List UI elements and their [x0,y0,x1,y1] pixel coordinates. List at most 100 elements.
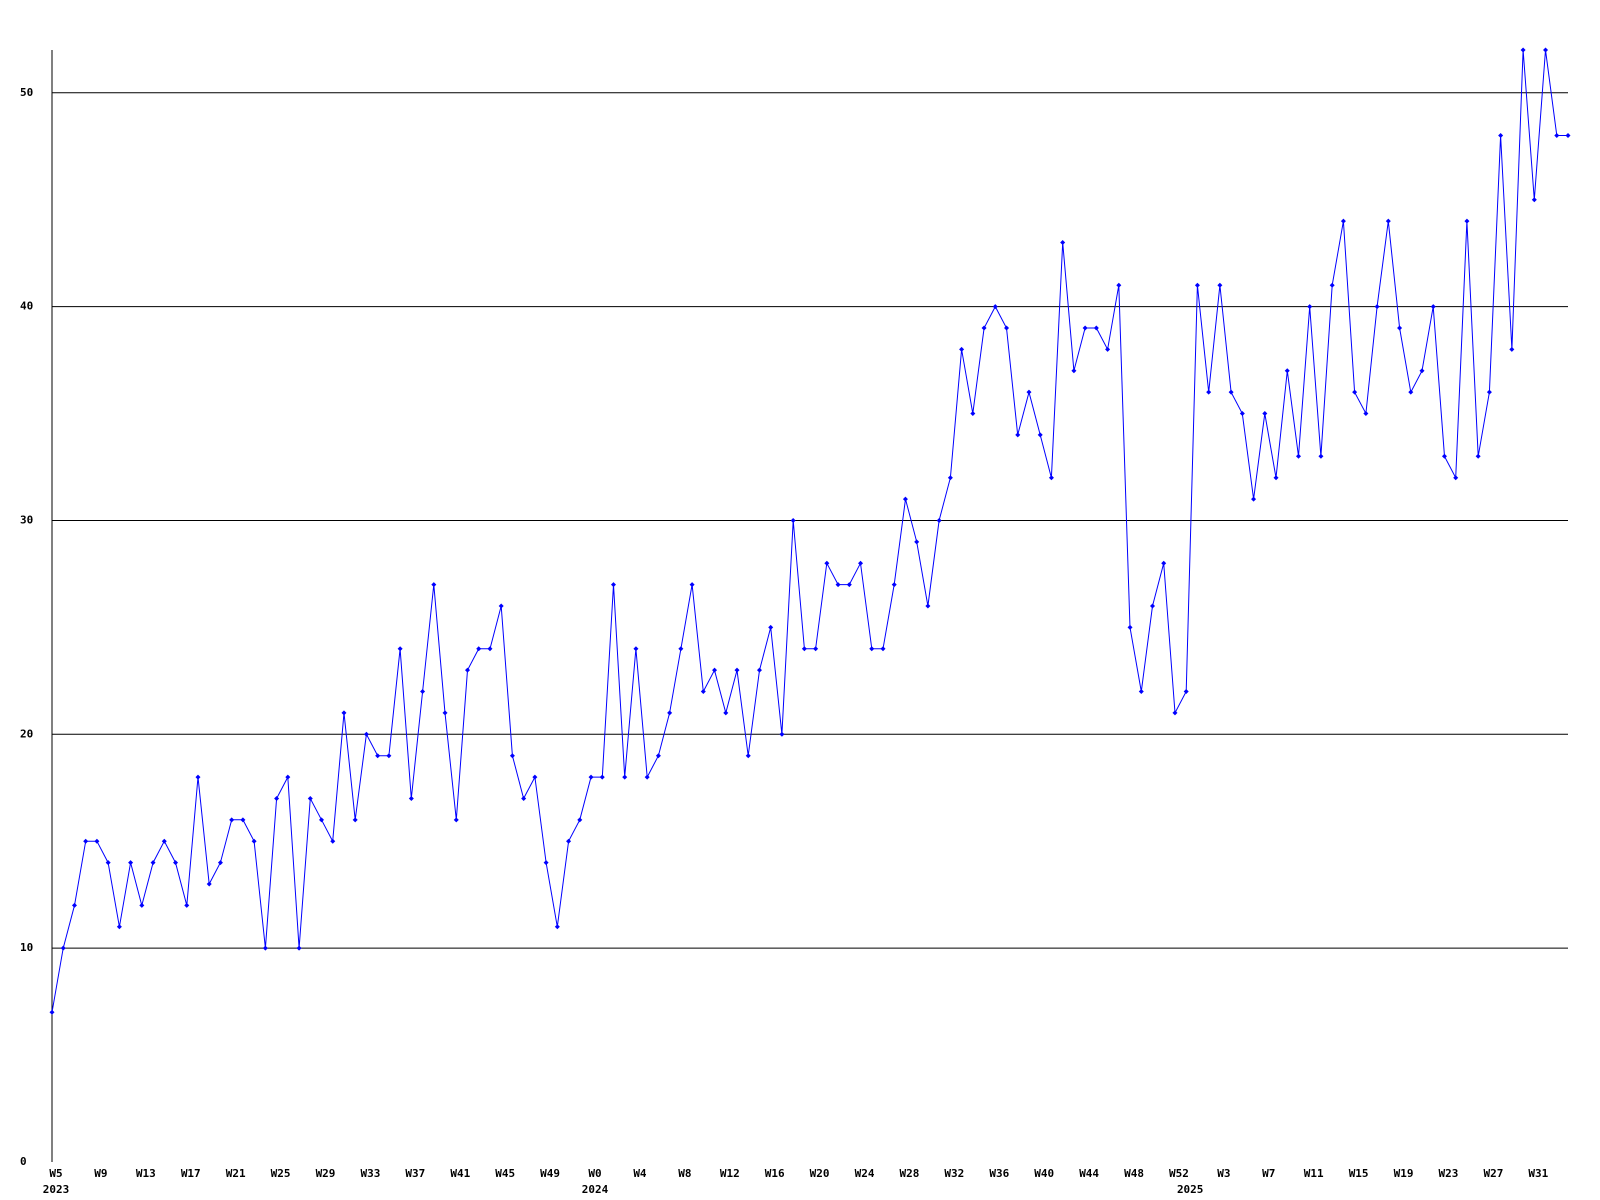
data-point [1531,197,1537,203]
data-point [1486,389,1492,395]
data-point [352,817,358,823]
data-point [307,795,313,801]
x-tick-label: W21 [226,1167,246,1180]
data-point [1273,475,1279,481]
data-point [734,667,740,673]
y-tick-label: 50 [20,86,33,99]
data-point [1554,133,1560,139]
x-tick-label: W19 [1394,1167,1414,1180]
data-point [678,646,684,652]
data-point [150,860,156,866]
x-tick-label: W16 [765,1167,785,1180]
data-point [487,646,493,652]
data-point [689,582,695,588]
data-point [1520,47,1526,53]
x-tick-label: W48 [1124,1167,1144,1180]
data-point [195,774,201,780]
x-tick-label: W23 [1439,1167,1459,1180]
data-point [71,902,77,908]
x-tick-label: W27 [1483,1167,1503,1180]
y-tick-label: 40 [20,300,33,313]
data-point [700,689,706,695]
data-point [184,902,190,908]
data-point [633,646,639,652]
data-point [139,902,145,908]
x-tick-label: W31 [1528,1167,1548,1180]
data-point [1138,689,1144,695]
data-point [566,838,572,844]
data-point [386,753,392,759]
data-point [1127,624,1133,630]
data-point [835,582,841,588]
data-point [476,646,482,652]
data-point [1543,47,1549,53]
x-year-label: 2025 [1177,1183,1204,1196]
data-point [1374,304,1380,310]
data-point [1430,304,1436,310]
data-point [330,838,336,844]
x-tick-label: W41 [450,1167,470,1180]
data-point [1105,346,1111,352]
y-tick-label: 10 [20,941,33,954]
data-point [1239,411,1245,417]
x-tick-label: W33 [360,1167,380,1180]
data-point [128,860,134,866]
x-tick-label: W7 [1262,1167,1275,1180]
data-point [453,817,459,823]
data-point [105,860,111,866]
data-point [1251,496,1257,502]
data-point [1217,282,1223,288]
data-point [1565,133,1571,139]
data-point [712,667,718,673]
data-point [1453,475,1459,481]
data-point [442,710,448,716]
data-point [521,795,527,801]
data-point [644,774,650,780]
data-point [554,924,560,930]
data-point [970,411,976,417]
data-point [1498,133,1504,139]
data-point [992,304,998,310]
data-point [936,517,942,523]
x-tick-label: W3 [1217,1167,1230,1180]
data-point [229,817,235,823]
data-point [543,860,549,866]
data-point [959,346,965,352]
data-point [532,774,538,780]
data-point [83,838,89,844]
data-point [858,560,864,566]
data-point [251,838,257,844]
data-point [240,817,246,823]
y-tick-label: 20 [20,727,33,740]
data-point [1048,475,1054,481]
x-tick-label: W45 [495,1167,515,1180]
data-point [285,774,291,780]
x-tick-label: W40 [1034,1167,1054,1180]
data-point [60,945,66,951]
data-point [1004,325,1010,331]
x-tick-label: W0 [588,1167,601,1180]
data-point [1206,389,1212,395]
data-point [1385,218,1391,224]
data-line [51,49,1568,1013]
data-point [925,603,931,609]
data-point [1295,453,1301,459]
data-point [363,731,369,737]
data-point [1037,432,1043,438]
x-tick-label: W20 [810,1167,830,1180]
data-point [914,539,920,545]
x-year-label: 2024 [582,1183,609,1196]
data-point [846,582,852,588]
x-tick-label: W28 [900,1167,920,1180]
data-point [768,624,774,630]
data-point [1015,432,1021,438]
data-point [173,860,179,866]
data-point [94,838,100,844]
data-point [655,753,661,759]
x-tick-label: W32 [944,1167,964,1180]
data-point [1307,304,1313,310]
data-point [1172,710,1178,716]
data-point [1329,282,1335,288]
data-point [1397,325,1403,331]
